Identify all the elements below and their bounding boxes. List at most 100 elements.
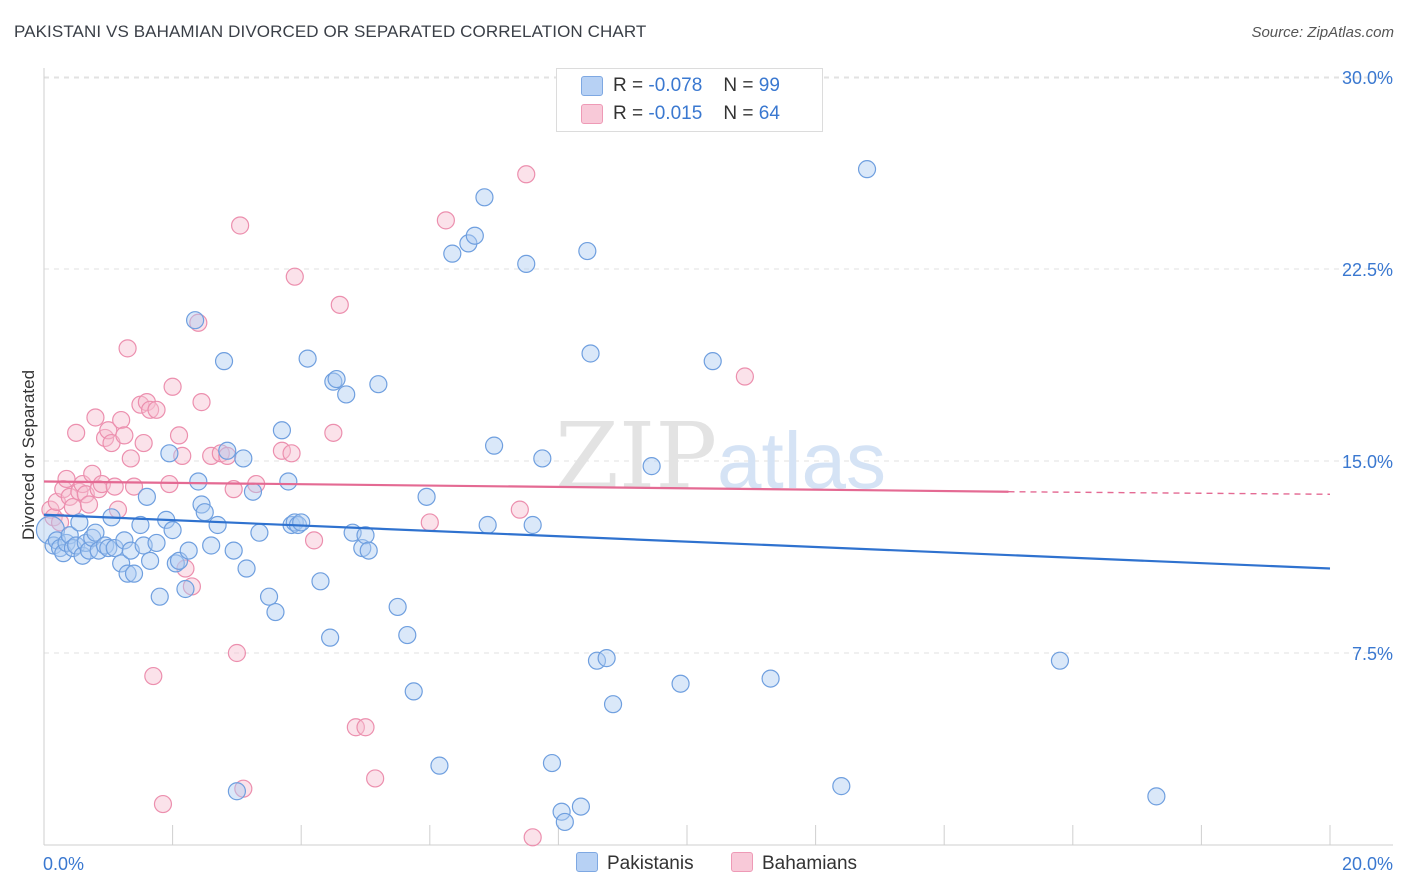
bahamians-trend-line <box>43 480 1009 493</box>
bahamians-point <box>523 828 542 847</box>
bahamians-point <box>330 295 349 314</box>
pakistanis-point <box>166 554 185 573</box>
bahamians-point <box>67 423 86 442</box>
source-label: Source: ZipAtlas.com <box>1251 24 1394 41</box>
bahamians-point <box>160 474 179 494</box>
y-tick-label: 15.0% <box>1342 452 1393 472</box>
pakistanis-point <box>671 674 690 693</box>
x-tick-label: 20.0% <box>1342 854 1393 874</box>
pakistanis-point <box>140 551 160 570</box>
chart-title: PAKISTANI VS BAHAMIAN DIVORCED OR SEPARA… <box>14 22 647 41</box>
pakistanis-point <box>218 441 237 460</box>
pakistanis-point <box>250 523 269 542</box>
pakistanis-point <box>465 226 484 245</box>
pakistanis-point <box>99 538 118 558</box>
bottom-legend-swatch-blue <box>576 852 598 872</box>
legend-swatch-pink <box>581 104 603 124</box>
bahamians-point <box>189 313 208 332</box>
bahamians-point <box>227 643 246 663</box>
pakistanis-point <box>552 802 571 821</box>
bottom-legend-swatch-pink <box>731 852 753 872</box>
y-tick-label: 30.0% <box>1342 68 1393 88</box>
bahamians-point <box>118 339 137 358</box>
bahamians-point <box>436 211 455 230</box>
bahamians-point <box>144 666 163 686</box>
legend-n-label: N = <box>723 75 754 96</box>
pakistanis-point <box>311 572 330 591</box>
pakistanis-point <box>517 254 536 273</box>
pakistanis-point <box>237 559 256 578</box>
watermark-zip: ZIP <box>555 403 717 510</box>
pakistanis-point <box>285 513 304 532</box>
pakistanis-point <box>118 564 137 583</box>
bottom-legend-label: Pakistanis <box>607 853 694 874</box>
pakistanis-point <box>703 352 722 371</box>
bahamians-point <box>510 500 529 519</box>
legend-n-value: 64 <box>758 103 780 124</box>
pakistanis-point <box>417 487 436 506</box>
pakistanis-point <box>475 188 494 207</box>
y-tick-label: 22.5% <box>1342 260 1393 280</box>
pakistanis-point <box>1147 787 1166 806</box>
pakistanis-point <box>398 625 417 645</box>
axes <box>43 68 1393 846</box>
bahamians-point <box>153 794 173 814</box>
bahamians-point <box>356 718 375 737</box>
pakistanis-point <box>150 587 169 606</box>
legend-r-label: R = <box>613 75 644 96</box>
pakistanis-point <box>832 777 851 796</box>
pakistanis-point <box>70 513 89 532</box>
bahamians-point <box>224 480 243 499</box>
pakistanis-point <box>324 372 343 391</box>
bahamians-point <box>346 718 365 737</box>
pakistanis-point <box>321 628 340 647</box>
bahamians-point <box>282 444 301 463</box>
pakistanis-point <box>430 756 449 775</box>
pakistanis-point <box>571 797 591 816</box>
pakistanis-point <box>189 472 208 491</box>
bahamians-point <box>231 216 250 235</box>
bahamians-point <box>112 410 131 430</box>
legend-r-value: -0.015 <box>648 103 703 124</box>
pakistanis-point <box>578 241 597 261</box>
bahamians-point <box>86 408 105 427</box>
pakistanis-point <box>369 375 388 394</box>
pakistanis-point <box>186 311 205 330</box>
pakistanis-point <box>234 449 253 468</box>
pakistanis-point <box>279 472 298 491</box>
pakistanis-point <box>356 526 375 545</box>
legend-r-value: -0.078 <box>648 75 703 96</box>
pakistanis-point <box>533 449 552 468</box>
pakistanis-point <box>485 436 504 455</box>
pakistanis-point <box>597 649 616 668</box>
pakistanis-point <box>581 344 600 363</box>
pakistanis-point <box>115 531 134 550</box>
bahamians-point <box>517 165 536 184</box>
bottom-legend-bahamians: Bahamians <box>731 852 857 875</box>
legend-n-label: N = <box>723 103 754 124</box>
stats-legend: R = -0.078 N = 99 R = -0.015 N = 64 <box>556 68 823 132</box>
pakistanis-point <box>147 533 166 553</box>
pakistanis-point <box>86 523 105 542</box>
pakistanis-point <box>542 753 562 773</box>
pakistanis-point <box>224 541 243 560</box>
pakistanis-point <box>327 369 346 389</box>
pakistanis-point <box>227 782 246 801</box>
watermark: ZIP atlas <box>555 403 886 510</box>
bottom-legend-label: Bahamians <box>762 853 858 874</box>
pakistanis-point <box>131 515 150 535</box>
pakistanis-point <box>337 385 356 404</box>
pakistanis-point <box>298 349 317 368</box>
bahamians-point <box>366 769 385 788</box>
pakistanis-point <box>176 579 195 599</box>
bahamians-trend-extension <box>1008 491 1331 495</box>
pakistanis-point <box>214 352 234 371</box>
bahamians-point <box>285 267 304 286</box>
bahamians-point <box>105 477 124 496</box>
bahamians-point <box>115 426 134 445</box>
pakistanis-point <box>137 487 156 506</box>
pakistanis-point <box>292 513 311 532</box>
pakistanis-point <box>243 482 263 501</box>
pakistanis-point <box>124 564 144 583</box>
